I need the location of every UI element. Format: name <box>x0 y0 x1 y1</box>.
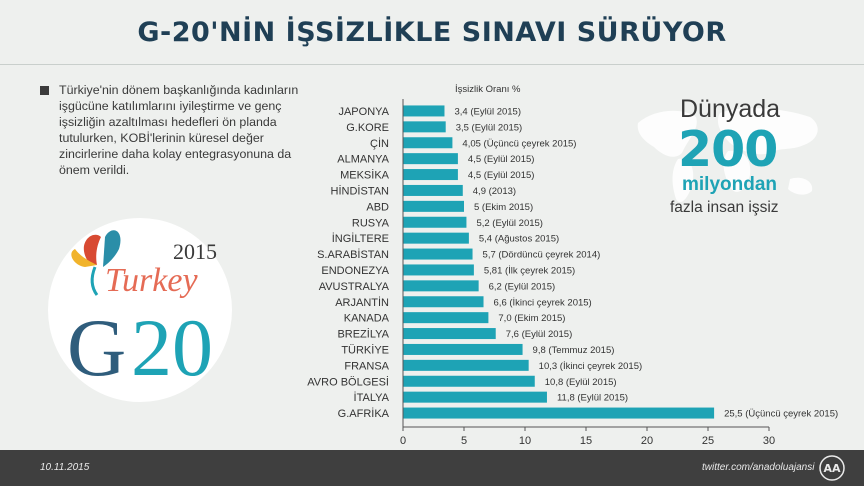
data-label-4: 4,5 (Eylül 2015) <box>468 170 535 181</box>
category-label-8: İNGİLTERE <box>332 232 389 245</box>
category-label-19: G.AFRİKA <box>338 407 390 420</box>
category-label-16: FRANSA <box>344 360 389 372</box>
logo-year: 2015 <box>173 239 217 264</box>
data-label-19: 25,5 (Üçüncü çeyrek 2015) <box>724 409 838 420</box>
bar-11 <box>403 280 479 292</box>
logo-g: G <box>67 302 126 393</box>
bar-1 <box>403 121 446 133</box>
anadolu-agency-logo-icon: AA <box>819 455 845 481</box>
bar-3 <box>403 153 458 165</box>
data-label-10: 5,81 (İlk çeyrek 2015) <box>484 265 575 276</box>
callout-line-1: Dünyada <box>680 95 781 123</box>
data-label-1: 3,5 (Eylül 2015) <box>456 122 523 133</box>
data-label-2: 4,05 (Üçüncü çeyrek 2015) <box>462 138 576 149</box>
data-label-16: 10,3 (İkinci çeyrek 2015) <box>539 361 643 372</box>
callout-line-4: fazla insan işsiz <box>670 199 779 216</box>
description-block: Türkiye'nin dönem başkanlığında kadınlar… <box>40 82 312 178</box>
agency-logo-text: AA <box>823 462 841 475</box>
bar-19 <box>403 407 715 419</box>
bar-0 <box>403 105 445 117</box>
bar-9 <box>403 248 473 260</box>
category-label-14: BREZİLYA <box>337 328 389 341</box>
x-tick-label-0: 0 <box>400 435 406 447</box>
category-label-15: TÜRKİYE <box>341 343 389 356</box>
category-label-12: ARJANTİN <box>335 296 389 309</box>
category-label-3: ALMANYA <box>337 154 389 166</box>
category-label-6: ABD <box>366 201 389 213</box>
bar-5 <box>403 184 463 196</box>
title-bar: G-20'NİN İŞSİZLİKLE SINAVI SÜRÜYOR <box>0 0 864 64</box>
category-label-10: ENDONEZYA <box>321 265 389 277</box>
bar-8 <box>403 232 469 244</box>
data-label-3: 4,5 (Eylül 2015) <box>468 154 535 165</box>
category-label-1: G.KORE <box>346 122 389 134</box>
data-label-6: 5 (Ekim 2015) <box>474 202 533 213</box>
category-label-9: S.ARABİSTAN <box>317 248 389 261</box>
logo-number: 20 <box>131 302 213 393</box>
g20-turkey-logo: 2015 Turkey G 20 <box>48 218 232 402</box>
bar-13 <box>403 312 489 324</box>
bar-14 <box>403 328 496 340</box>
bar-16 <box>403 359 529 371</box>
bar-15 <box>403 343 523 355</box>
bar-7 <box>403 216 467 228</box>
data-label-12: 6,6 (İkinci çeyrek 2015) <box>494 297 592 308</box>
data-label-5: 4,9 (2013) <box>473 186 516 197</box>
bar-4 <box>403 169 458 181</box>
category-label-11: AVUSTRALYA <box>319 281 390 293</box>
category-label-18: İTALYA <box>354 391 390 404</box>
data-label-18: 11,8 (Eylül 2015) <box>557 393 628 404</box>
category-label-13: KANADA <box>344 313 390 325</box>
data-label-15: 9,8 (Temmuz 2015) <box>533 345 615 356</box>
category-label-7: RUSYA <box>352 217 390 229</box>
x-tick-label-1: 5 <box>461 435 467 447</box>
data-label-0: 3,4 (Eylül 2015) <box>454 106 521 117</box>
page-title: G-20'NİN İŞSİZLİKLE SINAVI SÜRÜYOR <box>137 16 727 48</box>
logo-word: Turkey <box>105 262 198 299</box>
description-text: Türkiye'nin dönem başkanlığında kadınlar… <box>59 83 299 177</box>
tulip-icon <box>71 230 121 296</box>
world-map-icon <box>637 108 818 203</box>
footer-date: 10.11.2015 <box>40 462 90 473</box>
unemployment-bar-chart: JAPONYA 3,4 (Eylül 2015) G.KORE 3,5 (Eylül … <box>307 99 838 447</box>
callout-line-3: milyondan <box>682 174 778 195</box>
bar-10 <box>403 264 474 276</box>
bar-6 <box>403 200 464 212</box>
category-label-4: MEKSİKA <box>340 169 390 182</box>
chart-header: İşsizlik Oranı % <box>455 84 521 95</box>
x-tick-label-6: 30 <box>763 435 775 447</box>
twitter-link[interactable]: twitter.com/anadoluajansi <box>702 462 815 473</box>
x-tick-label-5: 25 <box>702 435 714 447</box>
data-label-8: 5,4 (Ağustos 2015) <box>479 234 559 245</box>
footer: 10.11.2015 twitter.com/anadoluajansi AA <box>0 450 864 486</box>
category-label-0: JAPONYA <box>338 106 389 118</box>
category-label-5: HİNDİSTAN <box>331 184 390 197</box>
data-label-7: 5,2 (Eylül 2015) <box>476 218 543 229</box>
data-label-17: 10,8 (Eylül 2015) <box>545 377 617 388</box>
callout: Dünyada 200 milyondan fazla insan işsiz <box>630 95 830 225</box>
bullet-icon <box>40 86 49 95</box>
category-label-2: ÇİN <box>370 137 389 150</box>
x-tick-label-2: 10 <box>519 435 531 447</box>
category-label-17: AVRO BÖLGESİ <box>307 375 389 388</box>
x-tick-label-3: 15 <box>580 435 592 447</box>
data-label-9: 5,7 (Dördüncü çeyrek 2014) <box>483 250 601 261</box>
bar-12 <box>403 296 484 308</box>
bar-18 <box>403 391 547 403</box>
x-tick-label-4: 20 <box>641 435 653 447</box>
data-label-14: 7,6 (Eylül 2015) <box>506 329 573 340</box>
bar-2 <box>403 137 453 149</box>
callout-number: 200 <box>678 121 778 178</box>
data-label-11: 6,2 (Eylül 2015) <box>489 281 556 292</box>
data-label-13: 7,0 (Ekim 2015) <box>498 313 565 324</box>
title-divider <box>0 64 864 65</box>
bar-17 <box>403 375 535 387</box>
